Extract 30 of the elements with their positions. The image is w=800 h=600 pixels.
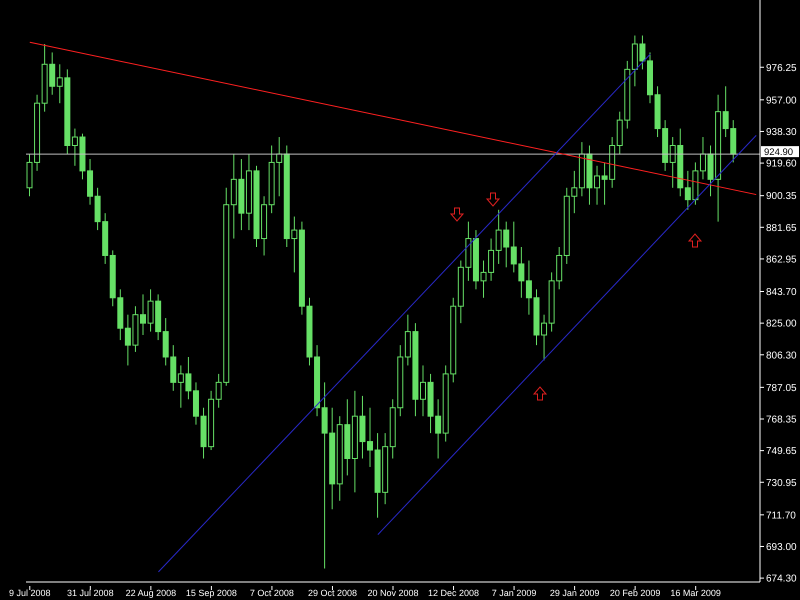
- y-tick-label: 843.70: [766, 287, 798, 298]
- y-tick-label: 900.35: [766, 191, 798, 202]
- x-tick-label: 20 Nov 2008: [367, 588, 419, 598]
- x-tick-label: 16 Mar 2009: [670, 588, 721, 598]
- x-tick-label: 20 Feb 2009: [610, 588, 660, 598]
- x-tick-label: 7 Jan 2009: [492, 588, 536, 598]
- ref-line-label: 924.90: [764, 147, 794, 158]
- x-tick-label: 29 Jan 2009: [550, 588, 600, 598]
- x-tick-label: 15 Sep 2008: [186, 588, 237, 598]
- y-tick-label: 806.30: [766, 350, 798, 362]
- y-tick-label: 881.65: [766, 222, 798, 234]
- y-tick-label: 730.95: [766, 478, 798, 489]
- y-tick-label: 711.70: [766, 510, 796, 522]
- y-tick-label: 693.00: [766, 542, 798, 554]
- y-tick-label: 787.05: [766, 382, 798, 394]
- y-tick-label: 825.00: [766, 318, 798, 330]
- y-tick-label: 976.25: [766, 62, 798, 74]
- x-tick-label: 9 Jul 2008: [9, 588, 51, 598]
- y-tick-label: 862.95: [766, 254, 798, 266]
- y-tick-label: 919.60: [766, 158, 798, 170]
- y-tick-label: 938.30: [766, 127, 798, 138]
- x-tick-label: 31 Jul 2008: [67, 588, 114, 598]
- y-tick-label: 768.35: [766, 414, 798, 426]
- y-tick-label: 957.00: [766, 95, 798, 106]
- x-tick-label: 7 Oct 2008: [250, 588, 294, 598]
- x-tick-label: 22 Aug 2008: [126, 588, 176, 598]
- x-tick-label: 29 Oct 2008: [308, 588, 357, 598]
- x-tick-label: 12 Dec 2008: [428, 588, 480, 598]
- y-tick-label: 749.65: [766, 446, 798, 458]
- y-tick-label: 674.30: [766, 574, 798, 585]
